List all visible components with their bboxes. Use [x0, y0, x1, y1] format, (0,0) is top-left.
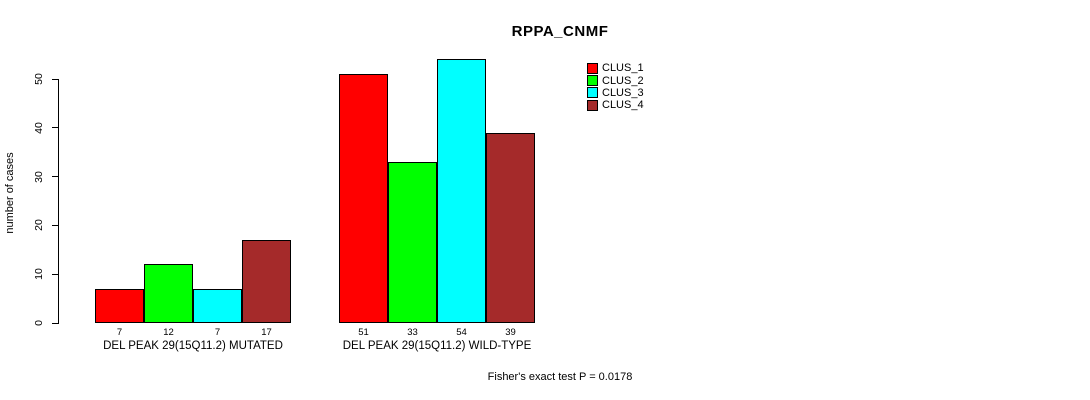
x-group-label: DEL PEAK 29(15Q11.2) MUTATED	[103, 340, 283, 352]
legend-label: CLUS_3	[602, 86, 644, 99]
legend-label: CLUS_2	[602, 74, 644, 87]
bar-value-label: 33	[407, 327, 418, 338]
legend-label: CLUS_1	[602, 62, 644, 75]
y-axis-tick	[52, 224, 58, 226]
y-axis-tick	[52, 322, 58, 324]
legend: CLUS_1 CLUS_2 CLUS_3 CLUS_4	[587, 62, 644, 112]
bar-value-label: 54	[456, 327, 467, 338]
y-axis-tick	[52, 78, 58, 80]
fisher-test-note: Fisher's exact test P = 0.0178	[487, 371, 633, 383]
y-axis-tick-label: 50	[33, 73, 45, 85]
bar-value-label: 12	[163, 327, 174, 338]
y-axis-tick-label: 30	[33, 170, 45, 183]
bar-value-label: 7	[214, 327, 221, 338]
y-axis-tick-label: 20	[33, 219, 45, 232]
bar-clus_4-group2	[486, 133, 535, 323]
bar-clus_4-group1	[242, 240, 291, 323]
legend-item: CLUS_2	[587, 74, 644, 87]
legend-label: CLUS_4	[602, 99, 644, 112]
y-axis-tick-label: 40	[33, 121, 45, 134]
bar-value-label: 39	[505, 327, 516, 338]
bar-value-label: 17	[261, 327, 272, 338]
bar-clus_3-group2	[437, 59, 486, 323]
legend-swatch	[587, 75, 598, 87]
y-axis-tick	[52, 273, 58, 275]
y-axis-tick	[52, 176, 58, 178]
bar-value-label: 51	[358, 327, 369, 338]
y-axis-line	[58, 79, 59, 324]
x-group-label: DEL PEAK 29(15Q11.2) WILD-TYPE	[342, 340, 532, 352]
bar-clus_1-group2	[339, 74, 388, 323]
chart-title: RPPA_CNMF	[511, 23, 609, 40]
legend-swatch	[587, 99, 598, 111]
y-axis-label: number of cases	[4, 152, 16, 234]
legend-swatch	[587, 87, 598, 99]
bar-clus_1-group1	[95, 289, 144, 323]
legend-item: CLUS_1	[587, 62, 644, 74]
y-axis-tick-label: 0	[33, 320, 45, 326]
legend-item: CLUS_3	[587, 87, 644, 99]
y-axis-tick	[52, 127, 58, 129]
bar-clus_3-group1	[193, 289, 242, 323]
bar-clus_2-group2	[388, 162, 437, 323]
legend-swatch	[587, 62, 598, 74]
bar-value-label: 7	[116, 327, 123, 338]
legend-item: CLUS_4	[587, 99, 644, 111]
y-axis-tick-label: 10	[33, 268, 45, 281]
bar-clus_2-group1	[144, 264, 193, 323]
